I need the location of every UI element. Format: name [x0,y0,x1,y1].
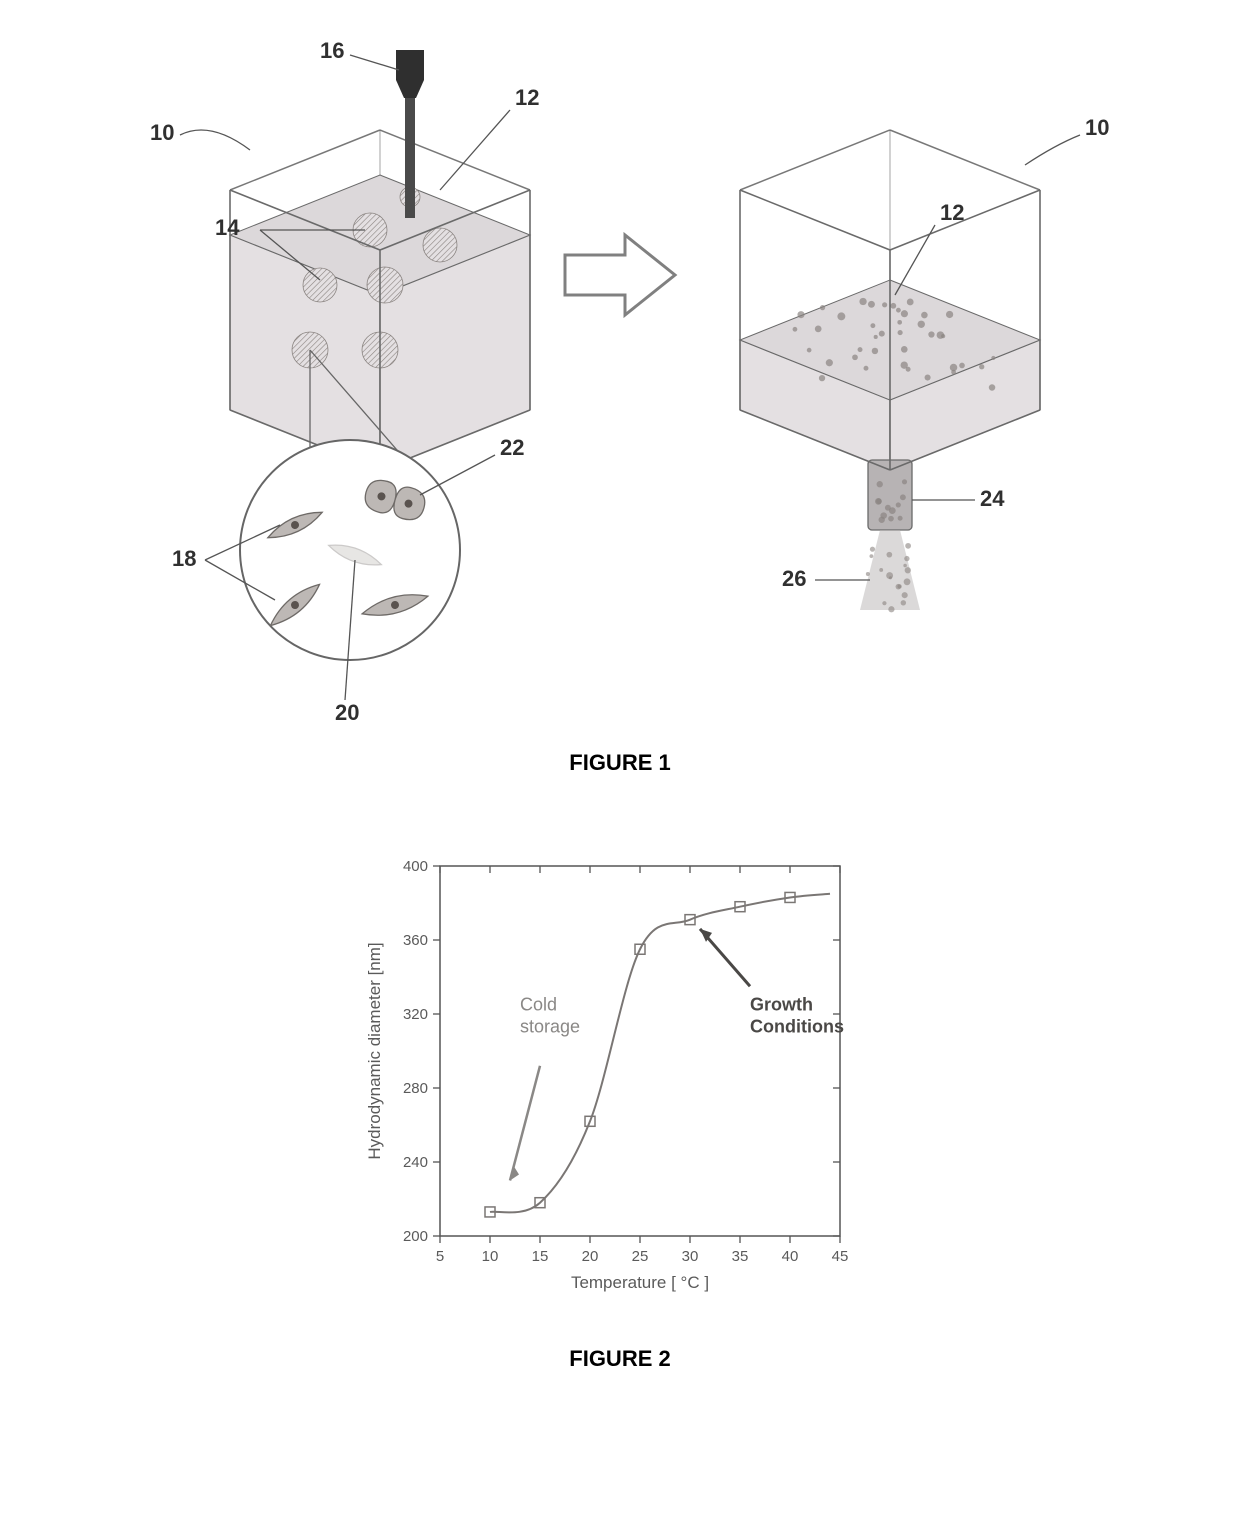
left-bioreactor [230,50,530,470]
probe-shaft [405,98,415,218]
label-18: 18 [172,546,196,571]
annotation-growth: Growth [750,994,813,1014]
label-12-left: 12 [515,85,539,110]
figure-2-block: 5 10 15 20 25 30 35 40 45 200 240 280 320 360 400 Tempe… [40,836,1200,1432]
dispersed-particle [872,348,878,354]
annotation-growth: Conditions [750,1016,844,1036]
xtick-label: 20 [582,1248,599,1265]
dispersed-particle [921,312,928,319]
dispersed-particle [901,346,908,353]
annotation-cold: Cold [520,994,557,1014]
dispersed-particle [797,311,804,318]
probe-top [396,50,424,98]
right-bioreactor [740,130,1040,612]
cell-cluster [367,267,403,303]
xtick-label: 40 [782,1248,799,1265]
figure-2-svg: 5 10 15 20 25 30 35 40 45 200 240 280 320 360 400 Tempe… [340,836,900,1316]
label-26-label: 26 [782,566,806,591]
dispersed-particle [989,384,995,390]
ytick-label: 400 [403,858,428,875]
label-16-leader [350,55,399,70]
dispersed-particle [897,320,902,325]
dispersed-particle [928,331,934,337]
ytick-label: 240 [403,1154,428,1171]
label-24-label: 24 [980,486,1005,511]
process-arrow [565,235,675,315]
dispersed-particle [959,363,965,369]
label-20-label: 20 [335,700,359,720]
xtick-label: 5 [436,1248,444,1265]
dispersed-particle [864,366,869,371]
dispersed-particle [820,305,825,310]
annotation-cold: storage [520,1016,580,1036]
dispersed-particle [815,325,822,332]
ytick-label: 360 [403,932,428,949]
spray-cone [860,530,920,610]
xtick-label: 30 [682,1248,699,1265]
figure-1-title: FIGURE 1 [569,750,670,776]
dispersed-particle [837,312,845,320]
cell-cluster [303,268,337,302]
ytick-label: 320 [403,1006,428,1023]
dispersed-particle [950,364,958,372]
dispersed-particle [859,298,866,305]
figure-2-title: FIGURE 2 [569,1346,670,1372]
dispersed-particle [852,354,858,360]
dispersed-particle [874,335,878,339]
dispersed-particle [858,347,863,352]
dispersed-particle [882,302,887,307]
dispersed-particle [907,299,914,306]
label-22-label: 22 [500,435,524,460]
dispersed-particle [925,374,931,380]
ytick-label: 200 [403,1228,428,1245]
dispersed-particle [991,356,995,360]
cell-cluster [423,228,457,262]
label-10-right: 10 [1085,115,1109,140]
figure-1-svg: 16 10 12 14 10 12 24 26 22 18 20 [120,40,1120,720]
dispersed-particle [868,301,875,308]
y-axis-label: Hydrodynamic diameter [nm] [365,942,384,1159]
xtick-label: 15 [532,1248,549,1265]
xtick-label: 25 [632,1248,649,1265]
label-10-left: 10 [150,120,174,145]
plot-frame [440,866,840,1236]
xtick-label: 10 [482,1248,499,1265]
dispersed-particle [826,359,833,366]
dispersed-particle [879,331,885,337]
dispersed-particle [901,310,908,317]
dispersed-particle [793,327,798,332]
dispersed-particle [946,311,953,318]
dispersed-particle [819,375,825,381]
label-16-label: 16 [320,40,344,63]
dispersed-particle [918,321,925,328]
dispersed-particle [870,323,875,328]
dispersed-particle [941,334,945,338]
dispersed-particle [979,364,984,369]
dispersed-particle [896,308,901,313]
xtick-label: 35 [732,1248,749,1265]
dispersed-particle [906,367,911,372]
xtick-label: 45 [832,1248,849,1265]
dispersed-particle [898,330,903,335]
label-12-right: 12 [940,200,964,225]
dispersed-particle [807,348,812,353]
x-axis-label: Temperature [ °C ] [571,1273,709,1292]
dispersed-particle [890,303,896,309]
label-14: 14 [215,215,240,240]
ytick-label: 280 [403,1080,428,1097]
figure-1-block: 16 10 12 14 10 12 24 26 22 18 20 FIGURE 1 [40,40,1200,836]
